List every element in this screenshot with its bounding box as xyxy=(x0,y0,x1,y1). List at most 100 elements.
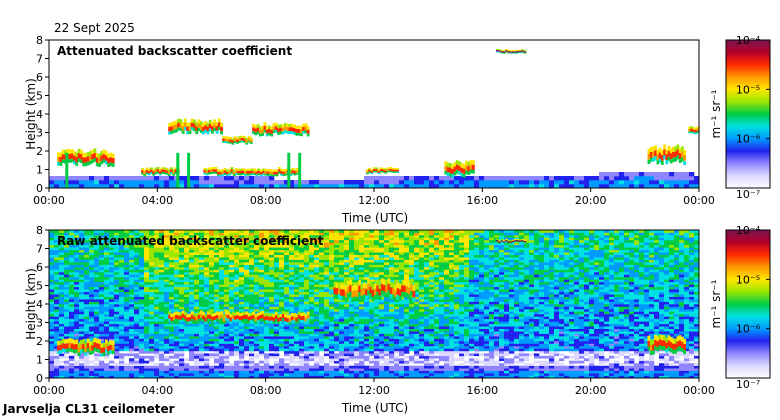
cloud-cell xyxy=(245,140,249,143)
heatmap-cell xyxy=(59,244,65,248)
cloud-cell xyxy=(199,125,203,130)
heatmap-cell xyxy=(289,338,295,342)
cloud-cell xyxy=(161,171,164,174)
heatmap-cell xyxy=(109,271,115,275)
heatmap-cell xyxy=(204,284,210,288)
heatmap-cell xyxy=(169,333,175,337)
heatmap-cell xyxy=(114,180,120,185)
heatmap-cell xyxy=(324,281,330,285)
heatmap-cell xyxy=(334,368,340,371)
cloud-cell xyxy=(302,130,306,134)
heatmap-cell xyxy=(79,304,85,307)
heatmap-cell xyxy=(139,355,145,359)
heatmap-cell xyxy=(274,350,280,354)
heatmap-cell xyxy=(184,237,190,241)
heatmap-cell xyxy=(164,323,170,327)
heatmap-cell xyxy=(369,375,375,379)
heatmap-cell xyxy=(314,313,320,317)
heatmap-cell xyxy=(289,343,295,347)
cloud-cell xyxy=(386,167,390,169)
heatmap-cell xyxy=(324,373,330,376)
heatmap-cell xyxy=(239,176,245,181)
heatmap-cell xyxy=(304,262,310,265)
heatmap-cell xyxy=(239,259,245,263)
heatmap-cell xyxy=(314,299,320,302)
heatmap-cell xyxy=(239,341,245,344)
heatmap-cell xyxy=(139,284,145,288)
heatmap-cell xyxy=(334,269,340,273)
cloud-cell xyxy=(154,169,158,173)
heatmap-cell xyxy=(119,375,125,379)
heatmap-cell xyxy=(164,358,170,362)
heatmap-cell xyxy=(74,244,80,248)
heatmap-cell xyxy=(489,184,495,189)
heatmap-cell xyxy=(159,284,165,288)
heatmap-cell xyxy=(119,184,125,189)
heatmap-cell xyxy=(224,343,230,347)
heatmap-cell xyxy=(189,350,195,354)
heatmap-cell xyxy=(379,242,385,246)
heatmap-cell xyxy=(134,360,140,364)
heatmap-cell xyxy=(359,276,365,280)
heatmap-cell xyxy=(349,234,355,238)
heatmap-cell xyxy=(314,373,320,376)
heatmap-cell xyxy=(214,239,220,243)
heatmap-cell xyxy=(139,375,145,379)
heatmap-cell xyxy=(84,358,90,362)
heatmap-cell xyxy=(289,358,295,362)
heatmap-cell xyxy=(104,373,110,376)
heatmap-cell xyxy=(539,180,545,185)
heatmap-cell xyxy=(164,326,170,329)
heatmap-cell xyxy=(324,370,330,374)
heatmap-cell xyxy=(154,306,160,310)
heatmap-cell xyxy=(199,345,205,349)
heatmap-cell xyxy=(164,184,170,189)
heatmap-cell xyxy=(159,271,165,275)
heatmap-cell xyxy=(119,308,125,312)
cloud-cell xyxy=(229,141,233,144)
heatmap-cell xyxy=(364,348,370,352)
heatmap-cell xyxy=(114,239,120,243)
heatmap-cell xyxy=(609,176,615,181)
cloud-cell xyxy=(168,126,172,132)
heatmap-cell xyxy=(189,331,195,334)
heatmap-cell xyxy=(124,343,130,347)
cloud-cell xyxy=(281,127,285,132)
heatmap-cell xyxy=(289,271,295,275)
cloud-cell xyxy=(495,51,499,53)
heatmap-cell xyxy=(314,333,320,337)
heatmap-cell xyxy=(589,184,595,189)
heatmap-cell xyxy=(364,249,370,253)
heatmap-cell xyxy=(239,350,245,354)
heatmap-cell xyxy=(159,368,165,371)
heatmap-cell xyxy=(69,269,75,273)
heatmap-cell xyxy=(349,350,355,354)
heatmap-cell xyxy=(264,338,270,342)
heatmap-cell xyxy=(289,370,295,374)
heatmap-cell xyxy=(189,323,195,327)
heatmap-cell xyxy=(354,180,360,185)
heatmap-cell xyxy=(484,180,490,185)
heatmap-cell xyxy=(214,176,220,181)
heatmap-cell xyxy=(219,244,225,248)
heatmap-cell xyxy=(434,180,440,185)
heatmap-cell xyxy=(254,232,260,236)
heatmap-cell xyxy=(344,262,350,265)
heatmap-cell xyxy=(369,271,375,275)
heatmap-cell xyxy=(49,294,55,297)
heatmap-cell xyxy=(274,306,280,310)
heatmap-cell xyxy=(149,242,155,246)
heatmap-cell xyxy=(339,267,345,270)
heatmap-cell xyxy=(244,365,250,369)
cloud-cell xyxy=(73,155,76,161)
heatmap-cell xyxy=(94,358,100,362)
heatmap-cell xyxy=(164,350,170,354)
heatmap-cell xyxy=(249,355,255,359)
heatmap-cell xyxy=(74,264,80,268)
heatmap-cell xyxy=(519,176,525,181)
heatmap-cell xyxy=(279,271,285,275)
heatmap-cell xyxy=(119,368,125,371)
heatmap-cell xyxy=(274,363,280,366)
heatmap-cell xyxy=(169,343,175,347)
cloud-cell xyxy=(70,158,74,163)
